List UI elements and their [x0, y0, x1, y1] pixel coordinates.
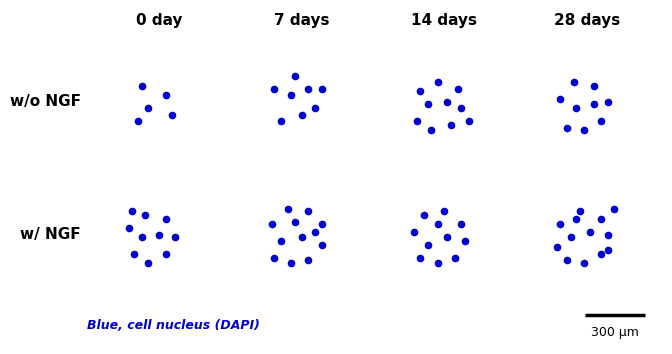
Text: w/o NGF: w/o NGF — [9, 94, 81, 109]
Text: w/ NGF: w/ NGF — [20, 227, 81, 242]
Text: Blue, cell nucleus (DAPI): Blue, cell nucleus (DAPI) — [87, 319, 260, 332]
Text: 7 days: 7 days — [274, 13, 329, 28]
Text: 28 days: 28 days — [554, 13, 620, 28]
Text: 300 μm: 300 μm — [591, 326, 639, 339]
Text: 0 day: 0 day — [136, 13, 182, 28]
Text: 14 days: 14 days — [411, 13, 477, 28]
